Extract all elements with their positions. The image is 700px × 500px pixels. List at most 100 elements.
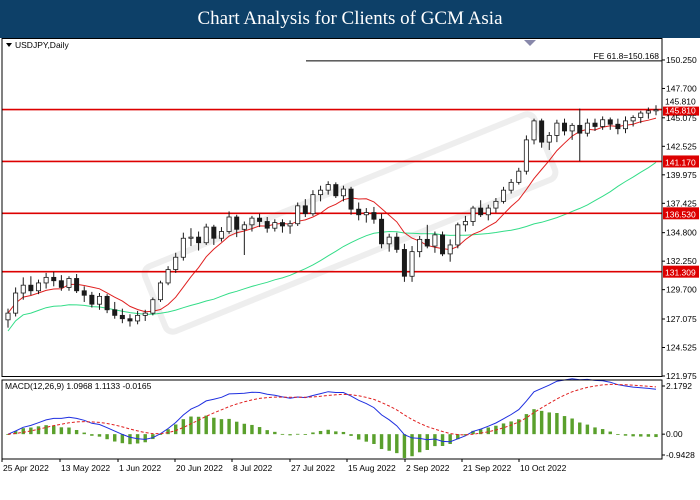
macd-histogram-bar [433,434,437,447]
macd-histogram-bar [295,433,300,435]
y-tick-label: 127.075 [666,314,697,324]
chart-area[interactable]: FE 61.8=150.168 USDJPY,Daily MACD(12,26,9… [0,38,700,500]
candle-bear [592,122,598,127]
candle-bull [409,251,415,277]
candle-bear [89,294,95,305]
x-tick-label: 10 Oct 2022 [520,463,567,473]
candle-bull [638,112,644,118]
candle-bull [516,170,522,183]
candle-bear [379,218,385,245]
candle-bull [493,200,499,209]
macd-histogram-bar [166,429,170,435]
candle-bull [645,110,651,114]
ma-fast-line [7,117,657,314]
macd-histogram-bar [250,424,254,435]
level-label: 131.309 [665,268,696,278]
macd-histogram-bar [417,434,422,453]
candle-bull [272,222,278,229]
candle-bull [455,224,461,246]
macd-histogram-bar [265,430,269,435]
macd-panel: MACD(12,26,9) 1.0968 1.1133 -0.0165 [5,378,658,458]
macd-histogram-bar [334,431,338,435]
candle-bear [264,221,270,229]
macd-histogram-bar [318,430,323,435]
candle-bull [325,184,331,191]
candle-bear [562,122,568,132]
candle-bear [440,234,446,255]
price-panel-title: USDJPY,Daily [15,40,69,50]
candle-bear [279,222,285,227]
x-tick-label: 27 Jul 2022 [291,463,335,473]
candle-bear [58,280,64,288]
macd-histogram-bar [341,431,346,435]
macd-histogram-bar [273,431,277,435]
macd-histogram-bar [59,427,64,435]
x-tick-label: 8 Jul 2022 [233,463,272,473]
candle-bull [569,124,575,132]
candle-bear [51,276,57,282]
candle-bull [142,312,148,316]
candle-bull [287,223,293,227]
candle-bull [501,189,507,202]
x-tick-label: 15 Aug 2022 [348,463,396,473]
macd-histogram-bar [67,427,71,435]
candle-bull [173,256,179,270]
macd-histogram-bar [532,409,536,435]
macd-histogram-bar [326,429,330,435]
candle-bull [150,299,156,314]
axes: 145.810 141.170 136.530 131.309 150.250 147.7… [1,38,699,473]
candle-bull [96,295,102,305]
macd-histogram-bar [555,413,559,435]
y-tick-label: 129.700 [666,285,697,295]
y-tick-label: 132.250 [666,256,697,266]
fib-label: FE 61.8=150.168 [594,51,660,61]
macd-histogram-bar [387,434,391,451]
macd-histogram-bar [486,427,490,435]
candle-bull [600,119,606,127]
macd-histogram-bar [6,434,10,435]
macd-histogram-bar [623,434,628,436]
candle-bull [584,122,590,134]
macd-histogram-bar [402,434,407,458]
macd-histogram-bar [646,434,651,437]
y-tick-label: 150.250 [666,55,697,65]
candle-bear [371,212,377,220]
macd-histogram-bar [463,434,468,436]
macd-histogram-bar [120,434,125,444]
macd-histogram-bar [372,434,376,444]
candle-bull [546,135,552,143]
candle-bear [356,208,362,216]
candle-bull [249,217,255,226]
macd-title: MACD(12,26,9) 1.0968 1.1133 -0.0165 [5,381,152,391]
y-tick-label: 121.975 [666,371,697,381]
macd-histogram-bar [570,418,574,435]
macd-histogram-bar [44,425,48,435]
macd-histogram-bar [204,415,208,435]
candle-bear [81,290,87,296]
candle-bull [20,284,26,294]
candle-bull [508,181,514,191]
macd-histogram-bar [196,416,201,435]
candle-bear [607,119,613,125]
macd-histogram-bar [128,434,132,445]
macd-histogram-bar [242,423,247,435]
candle-bull [35,282,41,292]
macd-histogram-bar [448,434,452,444]
candle-bear [478,207,484,216]
macd-histogram-bar [578,422,582,435]
candle-bear [211,226,217,239]
candle-bull [43,276,49,284]
x-tick-label: 21 Sep 2022 [463,463,511,473]
level-label: 141.170 [665,157,696,167]
macd-y-tick-label: -0.9428 [666,450,695,460]
macd-histogram-bar [478,429,483,435]
macd-histogram-bar [547,412,551,435]
x-tick-label: 25 Apr 2022 [3,463,49,473]
candle-bear [577,124,583,134]
candle-bull [340,188,346,197]
macd-histogram-bar [36,426,41,435]
macd-histogram-bar [501,423,506,435]
candle-bull [226,216,232,232]
candle-bear [104,295,110,311]
macd-histogram-bar [395,434,399,454]
